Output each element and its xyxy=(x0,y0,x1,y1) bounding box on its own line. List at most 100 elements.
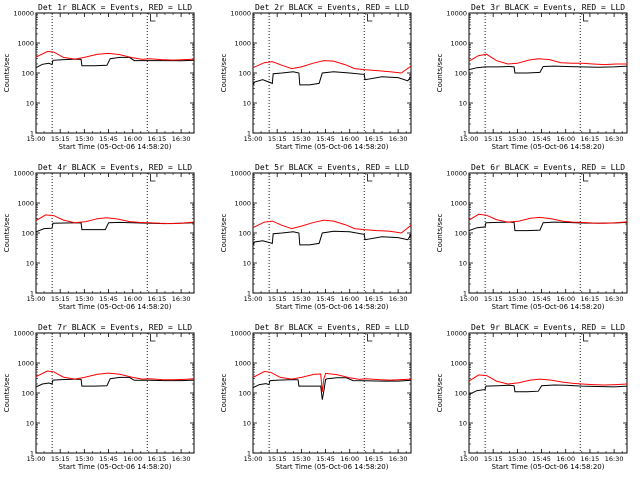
x-tick-label: 15:30 xyxy=(508,135,527,143)
x-tick-label: 15:15 xyxy=(268,295,287,303)
x-tick-label: 16:15 xyxy=(148,455,167,463)
y-tick-label: 10 xyxy=(243,260,251,268)
y-tick-label: 100 xyxy=(239,230,251,238)
y-tick-label: 1 xyxy=(247,130,251,138)
x-tick-label: 15:00 xyxy=(27,295,46,303)
x-tick-label: 16:00 xyxy=(556,135,575,143)
panel-title: Det 8r BLACK = Events, RED = LLD xyxy=(255,323,409,332)
y-tick-label: 1 xyxy=(30,290,34,298)
x-tick-label: 16:15 xyxy=(365,295,384,303)
y-axis-label: Counts/sec xyxy=(3,54,11,93)
y-tick-label: 100 xyxy=(455,70,467,78)
x-tick-label: 15:30 xyxy=(508,295,527,303)
y-axis-label: Counts/sec xyxy=(3,374,11,413)
y-tick-label: 1000 xyxy=(234,360,251,368)
x-tick-label: 15:45 xyxy=(532,135,551,143)
detector-panel: Det 9r BLACK = Events, RED = LLD Counts/s… xyxy=(436,323,628,471)
y-tick-label: 10 xyxy=(26,100,34,108)
x-tick-label: 15:30 xyxy=(292,295,311,303)
series-line-lld xyxy=(252,370,412,392)
flag-marker xyxy=(367,174,373,182)
y-tick-label: 1 xyxy=(30,130,34,138)
x-axis-label: Start Time (05-Oct-06 14:58:20) xyxy=(492,303,605,311)
y-tick-label: 10 xyxy=(243,100,251,108)
x-tick-label: 16:30 xyxy=(389,295,408,303)
flag-marker xyxy=(367,14,373,22)
x-tick-label: 15:15 xyxy=(268,135,287,143)
x-tick-label: 15:45 xyxy=(316,295,335,303)
x-tick-label: 15:15 xyxy=(51,455,70,463)
y-axis-label: Counts/sec xyxy=(436,374,444,413)
y-tick-label: 10 xyxy=(459,100,467,108)
y-tick-label: 10 xyxy=(243,420,251,428)
x-tick-label: 15:30 xyxy=(292,135,311,143)
series-line-lld xyxy=(468,53,627,66)
panel-title: Det 9r BLACK = Events, RED = LLD xyxy=(471,323,625,332)
x-tick-label: 16:00 xyxy=(340,135,359,143)
x-tick-label: 16:00 xyxy=(556,455,575,463)
x-tick-label: 16:15 xyxy=(365,135,384,143)
plot-frame xyxy=(468,172,628,294)
series-line-events xyxy=(35,56,195,69)
flag-marker xyxy=(150,14,156,22)
series-line-lld xyxy=(252,60,412,74)
y-tick-label: 10000 xyxy=(230,170,251,178)
y-tick-label: 10000 xyxy=(446,10,467,18)
series-line-events xyxy=(252,230,412,246)
flag-marker xyxy=(583,14,589,22)
y-tick-label: 10000 xyxy=(13,330,34,338)
x-tick-label: 16:30 xyxy=(389,455,408,463)
x-tick-label: 15:00 xyxy=(27,135,46,143)
flag-marker xyxy=(583,174,589,182)
x-tick-label: 15:45 xyxy=(316,455,335,463)
flag-marker xyxy=(583,334,589,342)
detector-panel: Det 1r BLACK = Events, RED = LLD Counts/s… xyxy=(3,3,195,151)
x-tick-label: 15:45 xyxy=(99,295,118,303)
x-tick-label: 16:30 xyxy=(605,135,624,143)
y-tick-label: 1 xyxy=(247,450,251,458)
y-tick-label: 100 xyxy=(22,70,34,78)
x-tick-label: 16:15 xyxy=(581,455,600,463)
series-line-events xyxy=(252,71,412,86)
detector-panel: Det 6r BLACK = Events, RED = LLD Counts/s… xyxy=(436,163,628,311)
x-tick-label: 15:00 xyxy=(460,295,479,303)
y-tick-label: 100 xyxy=(455,230,467,238)
x-tick-label: 16:30 xyxy=(605,295,624,303)
y-tick-label: 100 xyxy=(455,390,467,398)
x-tick-label: 16:15 xyxy=(365,455,384,463)
x-tick-label: 16:15 xyxy=(581,295,600,303)
panel-title: Det 2r BLACK = Events, RED = LLD xyxy=(255,3,409,12)
x-tick-label: 15:00 xyxy=(27,455,46,463)
y-tick-label: 1 xyxy=(30,450,34,458)
x-tick-label: 16:15 xyxy=(148,135,167,143)
y-tick-label: 1000 xyxy=(450,360,467,368)
x-tick-label: 16:30 xyxy=(605,455,624,463)
y-tick-label: 1000 xyxy=(17,40,34,48)
detector-panel: Det 7r BLACK = Events, RED = LLD Counts/s… xyxy=(3,323,195,471)
plot-frame xyxy=(35,172,195,294)
x-axis-label: Start Time (05-Oct-06 14:58:20) xyxy=(276,463,389,471)
y-tick-label: 1000 xyxy=(450,200,467,208)
detector-panel: Det 5r BLACK = Events, RED = LLD Counts/s… xyxy=(220,163,412,311)
series-line-lld xyxy=(35,370,195,381)
y-tick-label: 1000 xyxy=(17,360,34,368)
x-axis-label: Start Time (05-Oct-06 14:58:20) xyxy=(59,463,172,471)
y-tick-label: 1 xyxy=(463,130,467,138)
panel-title: Det 4r BLACK = Events, RED = LLD xyxy=(38,163,192,172)
x-tick-label: 15:00 xyxy=(244,455,263,463)
x-axis-label: Start Time (05-Oct-06 14:58:20) xyxy=(276,143,389,151)
x-tick-label: 15:15 xyxy=(484,135,503,143)
y-tick-label: 100 xyxy=(22,390,34,398)
y-axis-label: Counts/sec xyxy=(220,214,228,253)
x-tick-label: 15:00 xyxy=(460,455,479,463)
x-tick-label: 16:00 xyxy=(340,295,359,303)
y-tick-label: 10 xyxy=(26,420,34,428)
y-tick-label: 10 xyxy=(26,260,34,268)
y-tick-label: 100 xyxy=(239,390,251,398)
y-axis-label: Counts/sec xyxy=(436,214,444,253)
y-tick-label: 1000 xyxy=(17,200,34,208)
y-tick-label: 10000 xyxy=(230,10,251,18)
detector-panel: Det 2r BLACK = Events, RED = LLD Counts/s… xyxy=(220,3,412,151)
x-tick-label: 16:00 xyxy=(556,295,575,303)
x-tick-label: 15:00 xyxy=(244,295,263,303)
